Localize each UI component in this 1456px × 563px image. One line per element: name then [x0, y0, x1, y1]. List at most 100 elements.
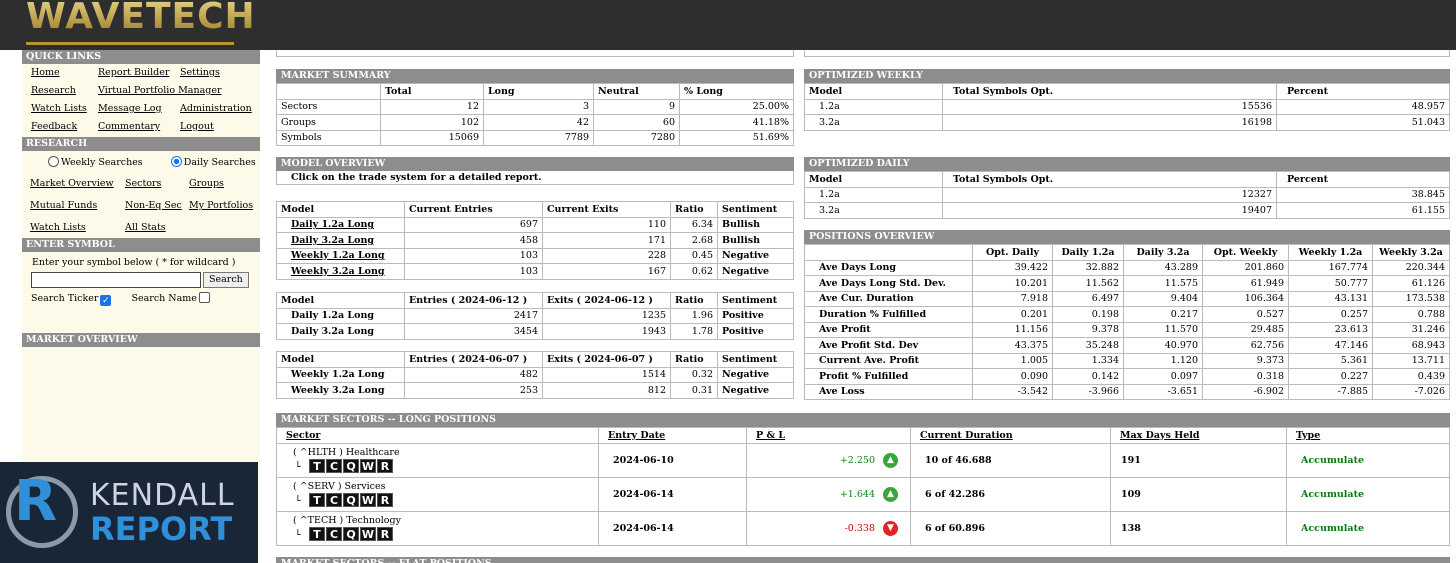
mo-cell: 110 [542, 216, 671, 233]
sort-pl[interactable]: P & L [756, 429, 786, 441]
sort-entry-date[interactable]: Entry Date [608, 429, 666, 441]
mo-cell: 6.34 [670, 216, 718, 233]
mo-header: Entries ( 2024-06-07 ) [404, 351, 543, 368]
tcqwr-button[interactable]: Q [343, 526, 359, 541]
mo-cell: 167 [542, 263, 671, 280]
mo-header: Model [276, 292, 405, 309]
mo-cell: 228 [542, 247, 671, 264]
sector-name: ( ^HLTH ) Healthcare [293, 446, 400, 458]
optimized-weekly-panel: OPTIMIZED WEEKLY Model Total Symbols Opt… [804, 69, 1450, 131]
po-cell: 11.570 [1123, 321, 1203, 338]
tcqwr-button[interactable]: C [326, 526, 342, 541]
tcqwr-button[interactable]: Q [343, 492, 359, 507]
link-administration[interactable]: Administration [180, 103, 252, 114]
max-days-cell: 191 [1110, 442, 1287, 478]
mo-cell: 103 [404, 247, 543, 264]
market-sectors-title: MARKET SECTORS -- LONG POSITIONS [276, 413, 1450, 427]
po-row-label: Ave Profit [804, 321, 973, 338]
wavetech-logo: WAVETECH [26, 0, 256, 37]
pl-cell: +2.250 ▲ [746, 442, 911, 478]
optimized-daily-table: Model Total Symbols Opt. Percent 1.2a 123… [804, 171, 1450, 219]
table-row: Weekly 1.2a Long 103 228 0.45 Negative [276, 247, 794, 264]
po-cell: 0.318 [1202, 368, 1289, 385]
search-ticker-checkbox[interactable]: ✓ [100, 295, 112, 306]
ms-cell: 25.00% [679, 98, 794, 115]
trend-down-icon: ▼ [883, 520, 898, 536]
po-cell: 9.378 [1052, 321, 1124, 338]
entry-date-cell: 2024-06-14 [598, 510, 747, 546]
tcqwr-button[interactable]: T [309, 526, 325, 541]
tcqwr-button[interactable]: T [309, 492, 325, 507]
link-home[interactable]: Home [31, 67, 60, 78]
tcqwr-button[interactable]: C [326, 458, 342, 473]
tcqwr-button[interactable]: W [360, 526, 376, 541]
link-mutual-funds[interactable]: Mutual Funds [30, 200, 98, 211]
tcqwr-button[interactable]: R [377, 458, 393, 473]
tcqwr-button[interactable]: R [377, 492, 393, 507]
model-link-weekly-3-2a[interactable]: Weekly 3.2a Long [291, 265, 385, 277]
po-row-label: Current Ave. Profit [804, 352, 973, 369]
mo-cell: 0.31 [670, 382, 718, 399]
link-groups[interactable]: Groups [189, 178, 224, 189]
table-row: Ave Loss -3.542 -3.966 -3.651 -6.902 -7.885 -7… [804, 383, 1450, 400]
link-settings[interactable]: Settings [180, 67, 220, 78]
link-commentary[interactable]: Commentary [98, 121, 161, 132]
table-row: ( ^TECH ) Technology └ T C Q W R 2024-06-14 -0.3… [276, 510, 1450, 546]
link-non-eq-sec[interactable]: Non-Eq Sec [125, 200, 182, 211]
table-row: Ave Profit Std. Dev 43.375 35.248 40.970 62.… [804, 337, 1450, 354]
radio-daily-searches[interactable] [170, 156, 182, 167]
link-feedback[interactable]: Feedback [31, 121, 78, 132]
link-logout[interactable]: Logout [180, 121, 214, 132]
link-virtual-portfolio-manager[interactable]: Virtual Portfolio Manager [98, 85, 222, 96]
link-my-portfolios[interactable]: My Portfolios [189, 200, 254, 211]
radio-weekly-searches[interactable] [48, 156, 59, 167]
link-watch-lists[interactable]: Watch Lists [31, 103, 87, 114]
link-market-overview[interactable]: Market Overview [30, 178, 114, 189]
link-message-log[interactable]: Message Log [98, 103, 162, 114]
daily-entries-panel: Model Entries ( 2024-06-12 ) Exits ( 202… [276, 292, 794, 340]
logo-underline [26, 42, 234, 45]
sector-cell: ( ^HLTH ) Healthcare └ T C Q W R [276, 442, 599, 478]
optimized-daily-panel: OPTIMIZED DAILY Model Total Symbols Opt.… [804, 157, 1450, 219]
enter-symbol-form: Enter your symbol below ( * for wildcard… [22, 252, 260, 348]
search-button[interactable]: Search [203, 272, 249, 288]
tcqwr-button[interactable]: W [360, 492, 376, 507]
link-research-watch-lists[interactable]: Watch Lists [30, 222, 86, 233]
link-all-stats[interactable]: All Stats [125, 222, 166, 233]
mo-cell: 2417 [404, 307, 543, 324]
link-sectors[interactable]: Sectors [125, 178, 162, 189]
search-name-checkbox[interactable] [198, 292, 210, 303]
po-row-label: Ave Loss [804, 383, 973, 400]
tcqwr-button[interactable]: W [360, 458, 376, 473]
sort-current-duration[interactable]: Current Duration [920, 429, 1013, 441]
market-sectors-panel: MARKET SECTORS -- LONG POSITIONS Sector … [276, 413, 1450, 546]
duration-cell: 10 of 46.688 [910, 442, 1111, 478]
link-research[interactable]: Research [31, 85, 76, 96]
symbol-input[interactable] [31, 272, 201, 288]
model-link-daily-3-2a[interactable]: Daily 3.2a Long [291, 234, 374, 246]
mo-cell: 482 [404, 366, 543, 383]
radio-weekly-label: Weekly Searches [61, 157, 143, 168]
mo-cell: Bullish [717, 232, 794, 249]
sort-sector[interactable]: Sector [286, 429, 321, 441]
tcqwr-button[interactable]: C [326, 492, 342, 507]
mo-cell: 458 [404, 232, 543, 249]
mo-cell: Weekly 3.2a Long [276, 382, 405, 399]
tcqwr-button[interactable]: Q [343, 458, 359, 473]
link-report-builder[interactable]: Report Builder [98, 67, 170, 78]
type-cell: Accumulate [1286, 510, 1450, 546]
tcqwr-button[interactable]: R [377, 526, 393, 541]
po-cell: 47.146 [1288, 337, 1373, 354]
mo-cell: Negative [717, 366, 794, 383]
sort-max-days-held[interactable]: Max Days Held [1120, 429, 1200, 441]
po-cell: 1.005 [972, 352, 1053, 369]
tcqwr-button[interactable]: T [309, 458, 325, 473]
model-link-daily-1-2a[interactable]: Daily 1.2a Long [291, 219, 374, 231]
po-cell: 9.373 [1202, 352, 1289, 369]
model-link-weekly-1-2a[interactable]: Weekly 1.2a Long [291, 250, 385, 262]
kendall-circle-icon [6, 476, 78, 548]
pl-value: -0.338 [844, 522, 875, 534]
sort-type[interactable]: Type [1296, 429, 1321, 441]
ms-cell: 51.69% [679, 129, 794, 146]
od-cell: 12327 [942, 186, 1277, 203]
